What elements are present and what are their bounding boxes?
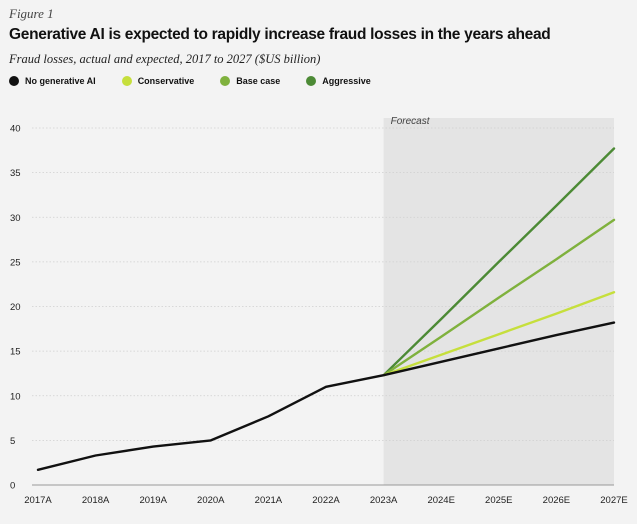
legend-label-conservative: Conservative bbox=[137, 76, 195, 86]
y-tick-label-35: 35 bbox=[10, 168, 21, 179]
legend-dot-no-generative-ai bbox=[9, 76, 19, 86]
y-tick-label-25: 25 bbox=[10, 257, 21, 268]
legend-dot-base-case bbox=[220, 76, 231, 86]
y-tick-label-5: 5 bbox=[10, 436, 15, 447]
series-line-no-generative-ai bbox=[36, 321, 616, 471]
legend-dot-aggressive bbox=[306, 76, 317, 86]
series-line-conservative bbox=[382, 291, 616, 377]
y-tick-label-20: 20 bbox=[10, 302, 21, 313]
x-tick-label-2027e: 2027E bbox=[600, 495, 627, 506]
chart-title: Generative AI is expected to rapidly inc… bbox=[9, 26, 551, 43]
x-tick-label-2020a: 2020A bbox=[197, 495, 225, 506]
legend-item-aggressive: Aggressive bbox=[306, 76, 371, 86]
forecast-label: Forecast bbox=[391, 116, 431, 127]
x-tick-label-2017a: 2017A bbox=[24, 495, 52, 506]
series-line-aggressive bbox=[382, 147, 616, 377]
y-tick-label-10: 10 bbox=[10, 391, 21, 402]
legend-label-aggressive: Aggressive bbox=[322, 76, 371, 86]
chart-subtitle: Fraud losses, actual and expected, 2017 … bbox=[9, 52, 321, 66]
legend-item-no-generative-ai: No generative AI bbox=[9, 76, 96, 86]
legend-item-base-case: Base case bbox=[220, 76, 280, 86]
legend-item-conservative: Conservative bbox=[121, 76, 195, 86]
series-line-base-case bbox=[382, 218, 616, 377]
legend-label-no-generative-ai: No generative AI bbox=[25, 76, 96, 86]
y-tick-label-30: 30 bbox=[10, 213, 21, 224]
x-tick-label-2021a: 2021A bbox=[255, 495, 283, 506]
x-tick-label-2024e: 2024E bbox=[427, 495, 454, 506]
x-tick-label-2025e: 2025E bbox=[485, 495, 512, 506]
chart-legend: No generative AI Conservative Base case … bbox=[9, 76, 397, 86]
x-tick-label-2023a: 2023A bbox=[370, 495, 398, 506]
forecast-region bbox=[383, 118, 614, 485]
x-tick-label-2026e: 2026E bbox=[543, 495, 570, 506]
x-tick-label-2019a: 2019A bbox=[139, 495, 167, 506]
x-tick-label-2018a: 2018A bbox=[82, 495, 110, 506]
y-tick-label-0: 0 bbox=[10, 481, 15, 492]
figure-label: Figure 1 bbox=[9, 6, 54, 21]
legend-dot-conservative bbox=[121, 76, 132, 86]
y-tick-label-40: 40 bbox=[10, 124, 21, 135]
legend-label-base-case: Base case bbox=[236, 76, 281, 86]
y-tick-label-15: 15 bbox=[10, 347, 21, 358]
x-tick-label-2022a: 2022A bbox=[312, 495, 340, 506]
